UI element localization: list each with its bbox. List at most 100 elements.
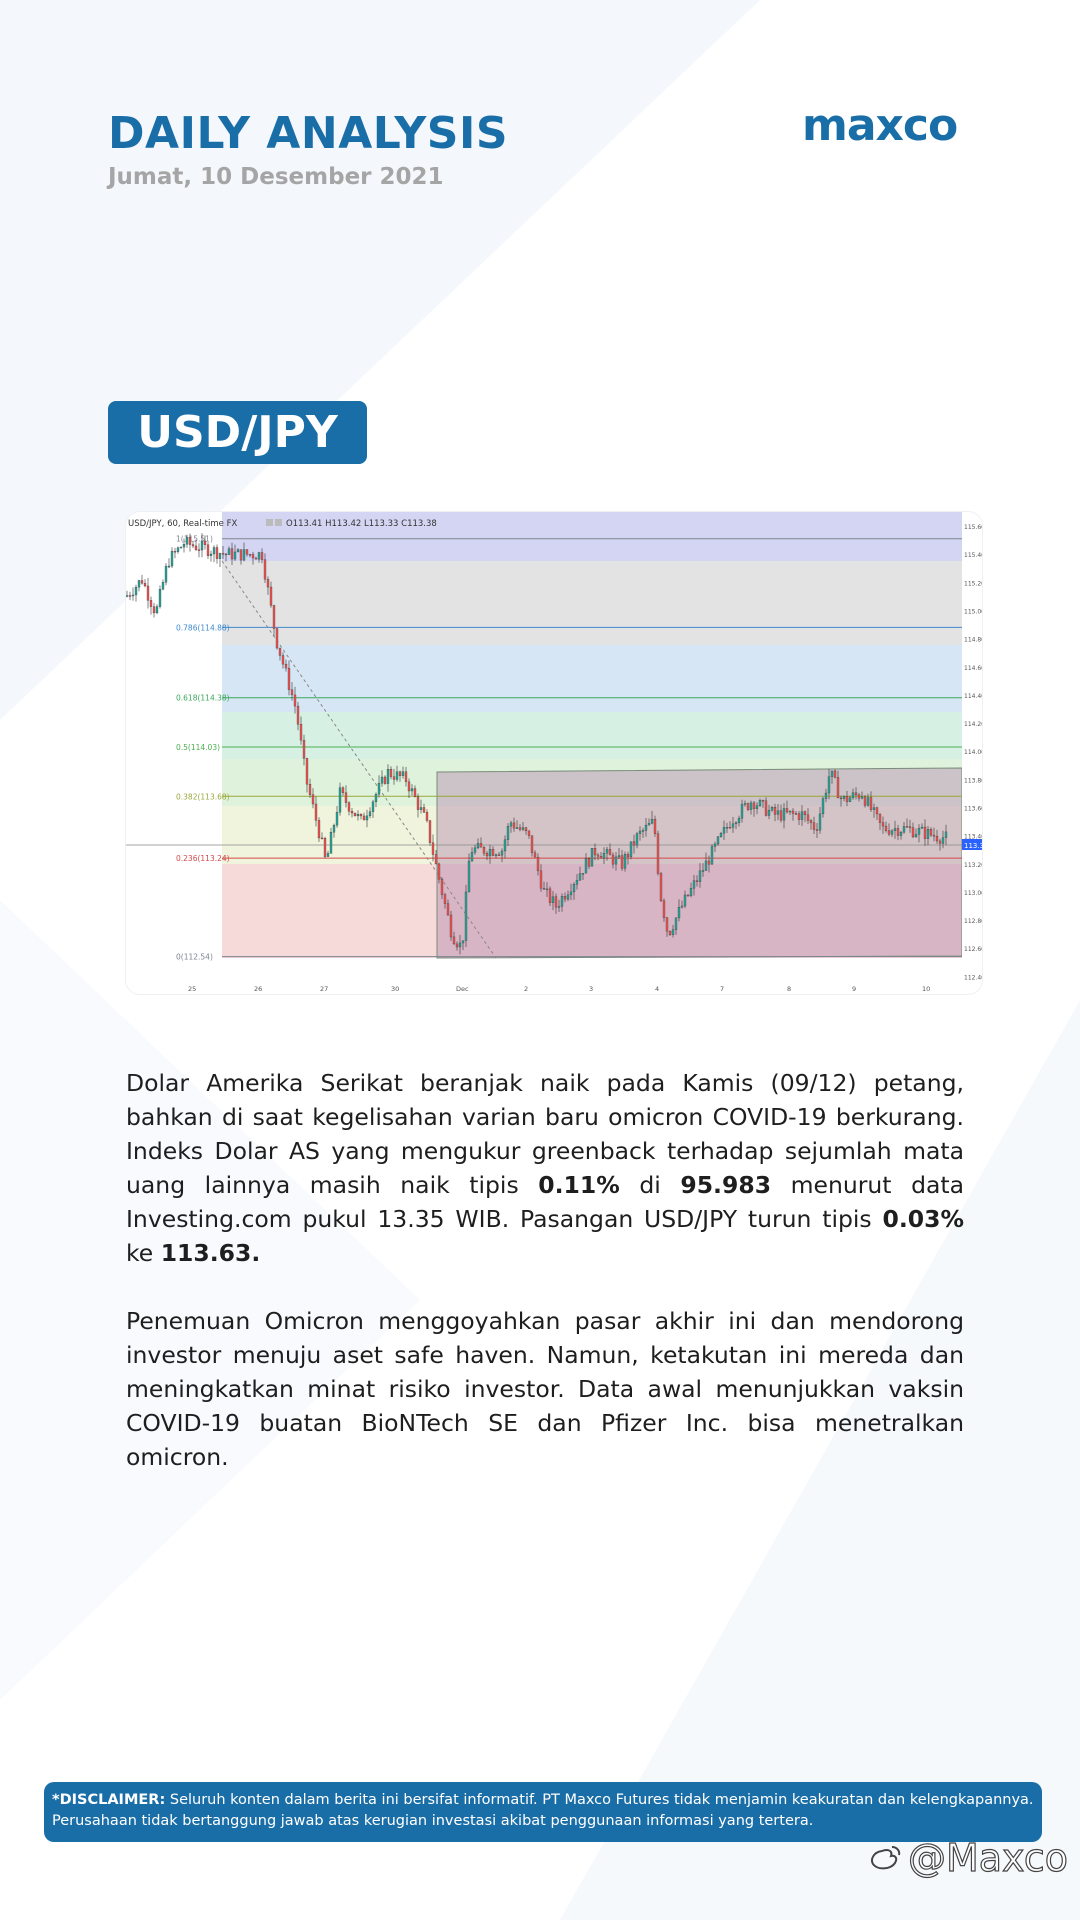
y-tick-label: 114.00 [964,749,982,756]
y-tick-label: 115.20 [964,580,982,587]
candle-up [233,551,237,560]
candle-down [230,548,234,560]
candle-down [518,827,522,830]
candle-up [161,582,165,590]
candle-down [662,900,666,918]
report-date: Jumat, 10 Desember 2021 [108,164,444,190]
candle-down [320,837,324,840]
y-tick-label: 112.80 [964,918,982,925]
candle-up [860,796,864,799]
candle-up [782,808,786,821]
price-chart: 1(115.51) 0.786(114.88) 0.618(114.38) 0.5(1… [126,512,982,994]
candle-up [242,549,246,561]
candle-down [296,705,300,725]
candle-down [290,689,294,696]
candle-up [866,797,870,806]
candle-up [164,565,168,583]
candle-down [431,842,435,855]
candle-up [572,884,576,893]
x-tick-label: 26 [254,985,262,993]
candle-down [203,540,207,545]
paragraph-text: di [619,1171,681,1199]
candle-down [284,663,288,669]
candle-up [725,827,729,829]
candle-down [359,814,363,817]
y-axis-ticks: 115.60 115.40 115.20 115.00 114.80 114.60 114.… [964,524,982,981]
candle-down [764,800,768,816]
y-tick-label: 114.80 [964,637,982,644]
candle-down [194,545,198,550]
candle-up [590,848,594,867]
candle-down [140,580,144,584]
x-tick-label: 2 [524,985,528,993]
candle-down [542,888,546,890]
y-tick-label: 115.00 [964,609,982,616]
candle-up [566,894,570,900]
candle-down [527,830,531,836]
candle-up [158,588,162,607]
candle-up [635,833,639,846]
candle-down [854,792,858,796]
candle-up [575,879,579,885]
candle-down [779,810,783,821]
candle-down [608,849,612,856]
candle-down [875,807,879,815]
candle-up [332,825,336,833]
candle-down [215,547,219,559]
y-tick-label: 114.40 [964,693,982,700]
fib-zone-1-0786 [222,561,962,645]
candle-up [218,553,222,559]
candle-down [833,770,837,778]
candle-up [650,819,654,824]
chart-flag-icon [266,519,273,526]
candle-up [494,854,498,856]
candle-down [434,854,438,865]
candle-down [812,822,816,830]
candle-up [770,807,774,811]
candle-down [281,655,285,665]
candle-down [314,803,318,821]
candle-down [413,788,417,797]
candle-down [611,854,615,865]
candle-down [452,936,456,945]
x-tick-label: 8 [787,985,791,993]
candle-down [197,549,201,551]
candle-down [659,873,663,901]
candle-down [206,544,210,556]
paragraph-text: ke [126,1239,161,1267]
candle-down [398,771,402,776]
candle-up [137,580,141,588]
candle-down [437,863,441,880]
candle-down [497,854,501,856]
candle-up [710,846,714,865]
candle-up [209,553,213,556]
candle-down [539,870,543,889]
candle-up [824,792,828,799]
x-tick-label: 27 [320,985,328,993]
candle-up [182,544,186,548]
candle-down [935,836,939,842]
candle-up [401,771,405,776]
x-axis-panel [126,982,962,994]
candle-down [269,586,273,606]
x-tick-label: 10 [922,985,930,993]
candle-down [809,820,813,823]
candle-down [260,552,264,560]
candle-up [560,896,564,907]
candle-down [905,826,909,828]
candle-down [293,694,297,707]
candle-down [308,784,312,795]
candle-up [506,826,510,840]
candle-up [830,770,834,777]
candle-up [701,870,705,872]
candle-down [587,858,591,867]
candle-up [374,794,378,803]
candle-down [353,812,357,817]
candle-up [464,891,468,941]
candle-up [212,547,216,555]
candle-up [521,827,525,830]
candle-down [884,825,888,831]
candle-up [557,906,561,908]
candle-down [344,792,348,803]
candle-down [845,796,849,802]
